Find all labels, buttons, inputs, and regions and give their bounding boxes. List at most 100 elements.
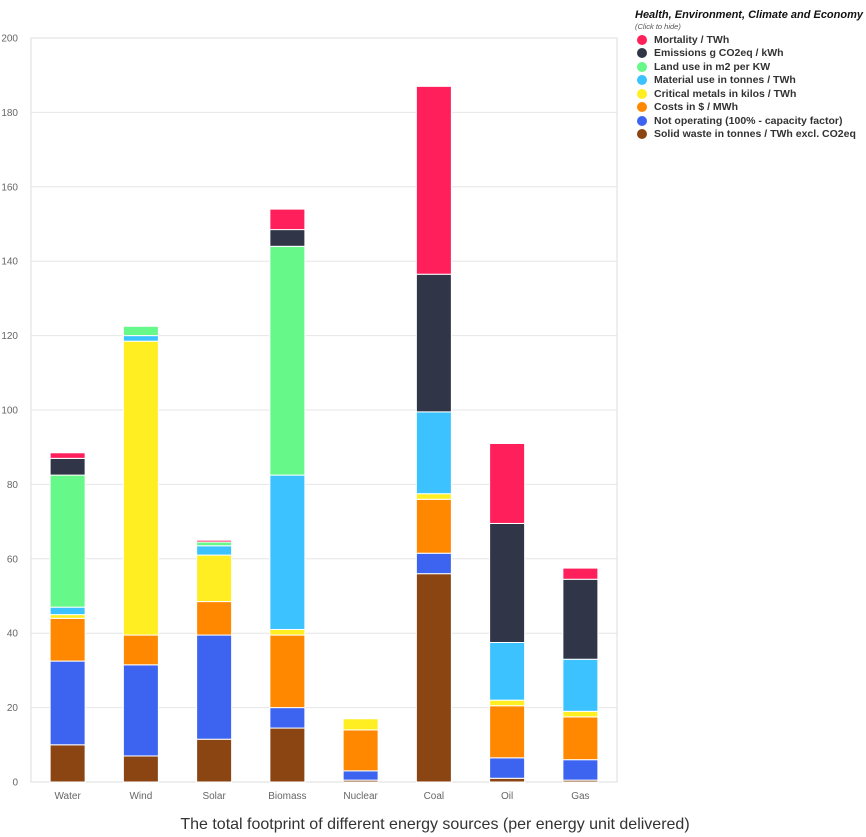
bar-segment-oil-series-1[interactable] <box>489 757 526 779</box>
bar-segment-wind-series-3[interactable] <box>122 340 159 636</box>
bar-segment-coal-series-4[interactable] <box>415 411 452 495</box>
bar-segment-wind-series-1[interactable] <box>122 664 159 757</box>
bar-segment-water-series-7[interactable] <box>49 452 86 459</box>
legend-label: Solid waste in tonnes / TWh excl. CO2eq <box>654 128 856 141</box>
x-tick-label-biomass: Biomass <box>268 791 306 802</box>
legend-label: Emissions g CO2eq / kWh <box>654 47 784 60</box>
legend-label: Not operating (100% - capacity factor) <box>654 114 843 127</box>
y-tick-label: 60 <box>7 554 19 565</box>
y-tick-label: 120 <box>1 331 18 342</box>
bar-segment-gas-series-7[interactable] <box>562 567 599 580</box>
bar-segment-coal-series-3[interactable] <box>415 493 452 500</box>
bar-segment-biomass-series-5[interactable] <box>269 245 306 476</box>
bar-segment-water-series-1[interactable] <box>49 660 86 746</box>
legend-item-series-6[interactable]: Emissions g CO2eq / kWh <box>635 47 866 61</box>
legend-swatch-icon <box>637 129 647 140</box>
bar-segment-oil-series-3[interactable] <box>489 699 526 707</box>
bar-segment-solar-series-7[interactable] <box>196 539 233 543</box>
bar-segment-wind-series-0[interactable] <box>122 755 159 783</box>
bar-segment-water-series-2[interactable] <box>49 617 86 662</box>
y-tick-label: 20 <box>7 703 19 714</box>
bar-segment-oil-series-6[interactable] <box>489 522 526 644</box>
bar-segment-biomass-series-3[interactable] <box>269 628 306 636</box>
x-tick-label-solar: Solar <box>202 791 226 802</box>
x-tick-label-coal: Coal <box>424 791 445 802</box>
x-axis-tick-labels: Water Wind Solar Biomass Nuclear Coal Oil Gas <box>54 791 589 802</box>
bar-segment-water-series-4[interactable] <box>49 606 86 616</box>
x-tick-label-water: Water <box>54 791 81 802</box>
bar-segment-coal-series-2[interactable] <box>415 498 452 554</box>
y-tick-label: 80 <box>7 480 19 491</box>
bar-segment-wind-series-5[interactable] <box>122 325 159 337</box>
bar-segment-water-series-0[interactable] <box>49 744 86 783</box>
legend-item-series-5[interactable]: Land use in m2 per KW <box>635 60 866 74</box>
bar-segment-solar-series-2[interactable] <box>196 601 233 636</box>
y-tick-label: 0 <box>12 778 18 789</box>
x-tick-label-nuclear: Nuclear <box>343 791 378 802</box>
legend-title: Health, Environment, Climate and Economy <box>635 9 863 21</box>
bar-segment-wind-series-4[interactable] <box>122 335 159 342</box>
bar-segment-gas-series-3[interactable] <box>562 710 599 718</box>
bar-segment-biomass-series-4[interactable] <box>269 474 306 630</box>
legend-item-series-2[interactable]: Costs in $ / MWh <box>635 101 866 115</box>
bar-segment-solar-series-3[interactable] <box>196 554 233 603</box>
bar-segment-biomass-series-1[interactable] <box>269 707 306 729</box>
y-tick-label: 100 <box>1 406 18 417</box>
x-tick-label-wind: Wind <box>129 791 152 802</box>
grid-lines <box>30 37 618 783</box>
bar-segment-coal-series-0[interactable] <box>415 573 452 783</box>
bar-segment-biomass-series-6[interactable] <box>269 229 306 247</box>
legend-swatch-icon <box>637 48 647 59</box>
bar-segment-water-series-3[interactable] <box>49 614 86 619</box>
y-tick-label: 180 <box>1 108 18 119</box>
bar-segment-biomass-series-2[interactable] <box>269 634 306 709</box>
bar-segment-biomass-series-0[interactable] <box>269 727 306 783</box>
legend-swatch-icon <box>637 88 647 99</box>
legend-swatch-icon <box>637 34 647 45</box>
plot-area-border <box>30 37 618 783</box>
bar-segment-biomass-series-7[interactable] <box>269 208 306 231</box>
y-tick-label: 140 <box>1 257 18 268</box>
legend-label: Material use in tonnes / TWh <box>654 74 796 87</box>
bar-segment-solar-series-4[interactable] <box>196 545 233 556</box>
bar-segment-water-series-6[interactable] <box>49 457 86 476</box>
legend-hint: (Click to hide) <box>635 22 681 31</box>
bar-segment-nuclear-series-2[interactable] <box>342 729 379 772</box>
y-axis-tick-labels: 0 20 40 60 80 100 120 140 160 180 200 <box>1 34 18 789</box>
legend-item-series-3[interactable]: Critical metals in kilos / TWh <box>635 87 866 101</box>
legend: Health, Environment, Climate and Economy… <box>635 9 866 141</box>
legend-items: Mortality / TWh Emissions g CO2eq / kWh La… <box>635 33 866 141</box>
bars <box>49 85 599 783</box>
y-tick-label: 160 <box>1 182 18 193</box>
legend-item-series-0[interactable]: Solid waste in tonnes / TWh excl. CO2eq <box>635 128 866 142</box>
x-tick-label-oil: Oil <box>501 791 513 802</box>
bar-segment-oil-series-2[interactable] <box>489 705 526 759</box>
legend-swatch-icon <box>637 102 647 113</box>
bar-segment-wind-series-2[interactable] <box>122 634 159 666</box>
bar-segment-solar-series-1[interactable] <box>196 634 233 740</box>
legend-item-series-7[interactable]: Mortality / TWh <box>635 33 866 47</box>
bar-segment-oil-series-0[interactable] <box>489 777 526 783</box>
legend-item-series-1[interactable]: Not operating (100% - capacity factor) <box>635 114 866 128</box>
legend-swatch-icon <box>637 115 647 126</box>
bar-segment-water-series-5[interactable] <box>49 474 86 608</box>
legend-swatch-icon <box>637 75 647 86</box>
x-tick-label-gas: Gas <box>571 791 589 802</box>
legend-label: Critical metals in kilos / TWh <box>654 87 797 100</box>
bar-segment-coal-series-1[interactable] <box>415 552 452 575</box>
bar-segment-gas-series-6[interactable] <box>562 578 599 660</box>
bar-segment-gas-series-2[interactable] <box>562 716 599 761</box>
bar-segment-oil-series-4[interactable] <box>489 642 526 701</box>
bar-segment-oil-series-7[interactable] <box>489 442 526 524</box>
bar-segment-solar-series-0[interactable] <box>196 738 233 783</box>
bar-segment-gas-series-1[interactable] <box>562 759 599 781</box>
legend-item-series-4[interactable]: Material use in tonnes / TWh <box>635 74 866 88</box>
bar-segment-solar-series-5[interactable] <box>196 541 233 547</box>
bar-segment-gas-series-4[interactable] <box>562 658 599 712</box>
bar-segment-nuclear-series-3[interactable] <box>342 718 379 731</box>
bar-segment-coal-series-6[interactable] <box>415 273 452 413</box>
bar-segment-coal-series-7[interactable] <box>415 85 452 275</box>
legend-label: Costs in $ / MWh <box>654 101 738 114</box>
bar-segment-nuclear-series-1[interactable] <box>342 770 379 781</box>
